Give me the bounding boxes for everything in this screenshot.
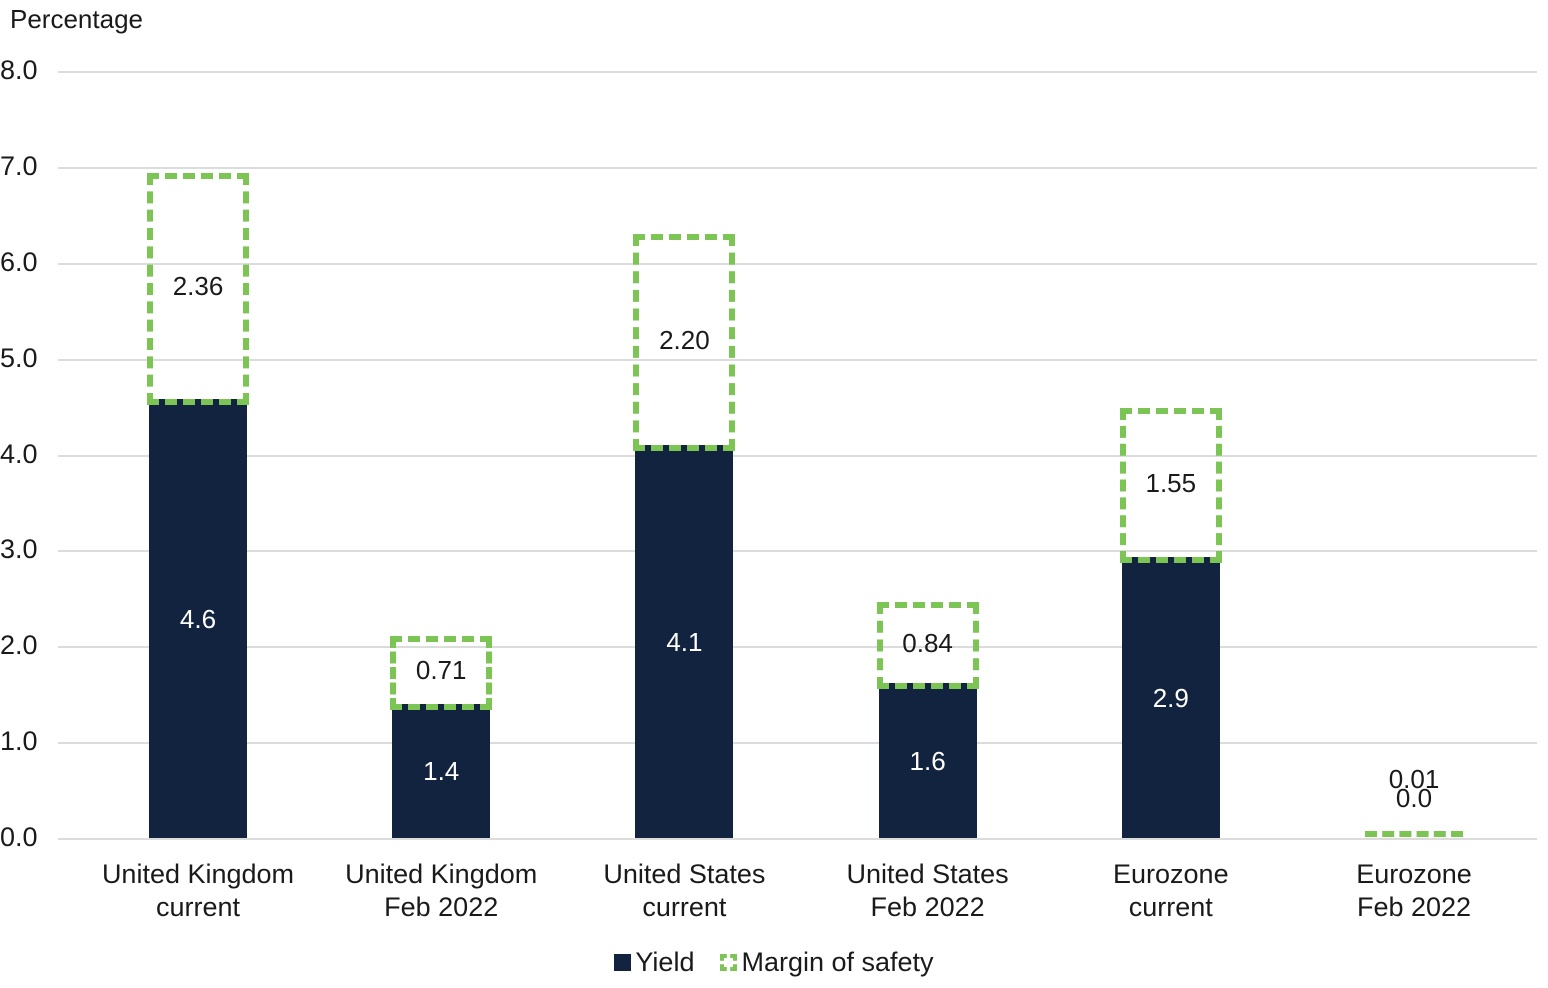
bar-margin-of-safety	[1365, 831, 1463, 837]
bar-yield	[392, 704, 491, 838]
gridline	[58, 742, 1537, 745]
gridline	[58, 166, 1537, 169]
legend-label-yield: Yield	[635, 947, 695, 977]
legend: Yield Margin of safety	[0, 947, 1548, 978]
gridline	[58, 71, 1537, 73]
bar-yield	[1121, 557, 1220, 838]
y-tick-label: 3.0	[0, 534, 38, 565]
y-tick-label: 5.0	[0, 342, 38, 373]
bar-margin-of-safety	[1119, 408, 1222, 563]
y-tick-label: 7.0	[0, 150, 38, 181]
gridline	[58, 838, 1537, 840]
y-axis-title: Percentage	[10, 4, 143, 34]
y-tick-label: 0.0	[0, 822, 38, 852]
gridline	[58, 454, 1537, 457]
x-category-label: United Kingdom current	[101, 859, 295, 922]
x-category-label: Eurozone Feb 2022	[1356, 859, 1472, 922]
x-category-label: United States Feb 2022	[846, 859, 1009, 922]
x-category-label: United Kingdom Feb 2022	[345, 859, 538, 922]
bar-margin-of-safety	[633, 234, 736, 451]
gridline	[58, 358, 1537, 361]
gridline	[58, 550, 1537, 553]
y-tick-label: 6.0	[0, 246, 38, 277]
bar-margin-of-safety	[876, 602, 979, 689]
legend-item-yield: Yield	[614, 947, 694, 978]
plot-area: 4.6 2.36 1.4 0.71 4.1 2.20 1.6 0.84 2.9 1.55 0.0 0.…	[58, 71, 1537, 840]
y-tick-label: 4.0	[0, 438, 38, 469]
bar-margin-of-safety	[147, 173, 249, 405]
legend-label-margin: Margin of safety	[741, 947, 934, 977]
bar-margin-of-safety	[390, 636, 493, 710]
gridline	[58, 262, 1537, 265]
bar-yield	[149, 399, 247, 838]
margin-legend-swatch-icon	[720, 954, 738, 971]
margin-value-label: 0.01	[1388, 764, 1440, 794]
gridline	[58, 646, 1537, 649]
yield-legend-swatch-icon	[614, 954, 632, 971]
y-tick-label: 1.0	[0, 726, 38, 757]
yield-value-label: 0.0	[1395, 783, 1433, 813]
bar-yield	[635, 445, 734, 838]
y-tick-label: 2.0	[0, 630, 38, 661]
x-category-label: United States current	[603, 859, 766, 922]
bar-yield	[878, 683, 977, 838]
legend-item-margin: Margin of safety	[720, 947, 934, 978]
y-tick-label: 8.0	[0, 55, 38, 85]
x-category-label: Eurozone current	[1113, 859, 1229, 922]
